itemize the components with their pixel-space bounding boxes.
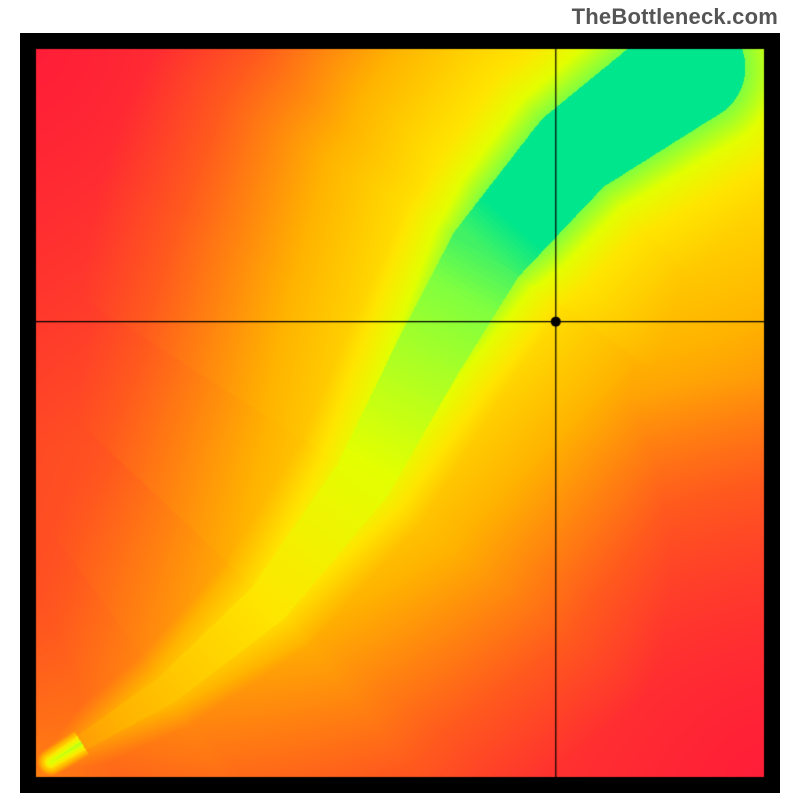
watermark-text: TheBottleneck.com <box>572 4 778 30</box>
plot-area <box>20 33 780 793</box>
chart-container: TheBottleneck.com <box>0 0 800 800</box>
heatmap-canvas <box>20 33 780 793</box>
